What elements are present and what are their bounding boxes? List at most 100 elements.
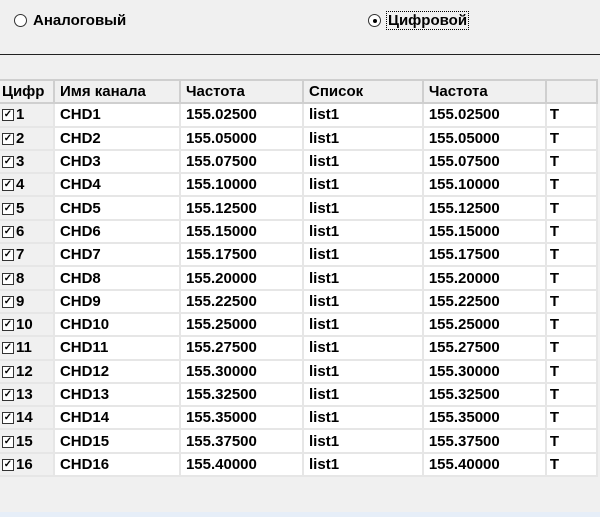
digital-cell[interactable]: ✓ 12 [0,358,55,384]
channel-name-cell[interactable]: CHD10 [52,311,181,338]
table-row[interactable]: ✓ 7 CHD7 155.17500 list1 155.17500 T [0,242,599,268]
header-list[interactable]: Список [302,78,424,105]
frequency-cell[interactable]: 155.32500 [178,381,305,408]
truncated-cell[interactable]: T [544,148,599,175]
checkbox-checked-icon[interactable]: ✓ [2,365,14,378]
frequency-2-cell[interactable]: 155.12500 [421,195,547,221]
digital-cell[interactable]: ✓ 4 [0,172,55,198]
digital-cell[interactable]: ✓ 1 [0,102,55,128]
checkbox-checked-icon[interactable]: ✓ [2,342,14,355]
channel-name-cell[interactable]: CHD9 [52,288,181,314]
channel-name-cell[interactable]: CHD14 [52,405,181,431]
checkbox-checked-icon[interactable]: ✓ [2,319,14,332]
list-cell[interactable]: list1 [302,405,424,431]
digital-cell[interactable]: ✓ 14 [0,405,55,431]
frequency-cell[interactable]: 155.22500 [178,288,305,314]
frequency-2-cell[interactable]: 155.17500 [421,242,547,268]
frequency-cell[interactable]: 155.15000 [178,218,305,245]
table-row[interactable]: ✓ 5 CHD5 155.12500 list1 155.12500 T [0,195,599,221]
channel-name-cell[interactable]: CHD15 [52,428,181,454]
list-cell[interactable]: list1 [302,428,424,454]
truncated-cell[interactable]: T [544,242,599,268]
truncated-cell[interactable]: T [544,172,599,198]
list-cell[interactable]: list1 [302,125,424,151]
checkbox-checked-icon[interactable]: ✓ [2,156,14,169]
channel-name-cell[interactable]: CHD13 [52,381,181,408]
digital-radio[interactable]: Цифровой [368,11,470,30]
radio-unselected-icon[interactable] [14,14,27,27]
frequency-2-cell[interactable]: 155.27500 [421,335,547,361]
table-row[interactable]: ✓ 14 CHD14 155.35000 list1 155.35000 T [0,405,599,431]
truncated-cell[interactable]: T [544,381,599,408]
table-row[interactable]: ✓ 16 CHD16 155.40000 list1 155.40000 T [0,451,599,478]
frequency-2-cell[interactable]: 155.37500 [421,428,547,454]
frequency-2-cell[interactable]: 155.05000 [421,125,547,151]
channel-name-cell[interactable]: CHD6 [52,218,181,245]
table-row[interactable]: ✓ 13 CHD13 155.32500 list1 155.32500 T [0,381,599,408]
frequency-cell[interactable]: 155.40000 [178,451,305,478]
checkbox-checked-icon[interactable]: ✓ [2,249,14,262]
table-row[interactable]: ✓ 4 CHD4 155.10000 list1 155.10000 T [0,172,599,198]
channel-name-cell[interactable]: CHD5 [52,195,181,221]
truncated-cell[interactable]: T [544,405,599,431]
frequency-cell[interactable]: 155.02500 [178,102,305,128]
table-row[interactable]: ✓ 12 CHD12 155.30000 list1 155.30000 T [0,358,599,384]
channel-name-cell[interactable]: CHD7 [52,242,181,268]
frequency-2-cell[interactable]: 155.40000 [421,451,547,478]
truncated-cell[interactable]: T [544,451,599,478]
truncated-cell[interactable]: T [544,335,599,361]
table-row[interactable]: ✓ 2 CHD2 155.05000 list1 155.05000 T [0,125,599,151]
digital-cell[interactable]: ✓ 11 [0,335,55,361]
digital-cell[interactable]: ✓ 3 [0,148,55,175]
checkbox-checked-icon[interactable]: ✓ [2,225,14,238]
header-frequency[interactable]: Частота [178,78,305,105]
table-row[interactable]: ✓ 1 CHD1 155.02500 list1 155.02500 T [0,102,599,128]
frequency-2-cell[interactable]: 155.02500 [421,102,547,128]
frequency-cell[interactable]: 155.20000 [178,265,305,291]
frequency-2-cell[interactable]: 155.32500 [421,381,547,408]
list-cell[interactable]: list1 [302,242,424,268]
truncated-cell[interactable]: T [544,358,599,384]
digital-cell[interactable]: ✓ 8 [0,265,55,291]
truncated-cell[interactable]: T [544,265,599,291]
analog-radio[interactable]: Аналоговый [14,12,126,29]
checkbox-checked-icon[interactable]: ✓ [2,295,14,308]
frequency-cell[interactable]: 155.05000 [178,125,305,151]
truncated-cell[interactable]: T [544,311,599,338]
frequency-cell[interactable]: 155.37500 [178,428,305,454]
list-cell[interactable]: list1 [302,358,424,384]
digital-cell[interactable]: ✓ 15 [0,428,55,454]
header-truncated[interactable] [544,78,599,105]
frequency-cell[interactable]: 155.17500 [178,242,305,268]
digital-cell[interactable]: ✓ 16 [0,451,55,478]
channel-name-cell[interactable]: CHD3 [52,148,181,175]
digital-cell[interactable]: ✓ 5 [0,195,55,221]
table-row[interactable]: ✓ 11 CHD11 155.27500 list1 155.27500 T [0,335,599,361]
frequency-cell[interactable]: 155.10000 [178,172,305,198]
checkbox-checked-icon[interactable]: ✓ [2,272,14,285]
table-row[interactable]: ✓ 10 CHD10 155.25000 list1 155.25000 T [0,311,599,338]
frequency-cell[interactable]: 155.35000 [178,405,305,431]
list-cell[interactable]: list1 [302,335,424,361]
checkbox-checked-icon[interactable]: ✓ [2,412,14,425]
truncated-cell[interactable]: T [544,218,599,245]
truncated-cell[interactable]: T [544,288,599,314]
table-row[interactable]: ✓ 6 CHD6 155.15000 list1 155.15000 T [0,218,599,245]
list-cell[interactable]: list1 [302,102,424,128]
frequency-2-cell[interactable]: 155.15000 [421,218,547,245]
list-cell[interactable]: list1 [302,218,424,245]
list-cell[interactable]: list1 [302,195,424,221]
list-cell[interactable]: list1 [302,265,424,291]
channel-name-cell[interactable]: CHD11 [52,335,181,361]
frequency-cell[interactable]: 155.07500 [178,148,305,175]
header-channel-name[interactable]: Имя канала [52,78,181,105]
checkbox-checked-icon[interactable]: ✓ [2,435,14,448]
truncated-cell[interactable]: T [544,125,599,151]
frequency-cell[interactable]: 155.25000 [178,311,305,338]
table-row[interactable]: ✓ 9 CHD9 155.22500 list1 155.22500 T [0,288,599,314]
table-row[interactable]: ✓ 15 CHD15 155.37500 list1 155.37500 T [0,428,599,454]
frequency-cell[interactable]: 155.30000 [178,358,305,384]
digital-cell[interactable]: ✓ 7 [0,242,55,268]
list-cell[interactable]: list1 [302,311,424,338]
truncated-cell[interactable]: T [544,195,599,221]
